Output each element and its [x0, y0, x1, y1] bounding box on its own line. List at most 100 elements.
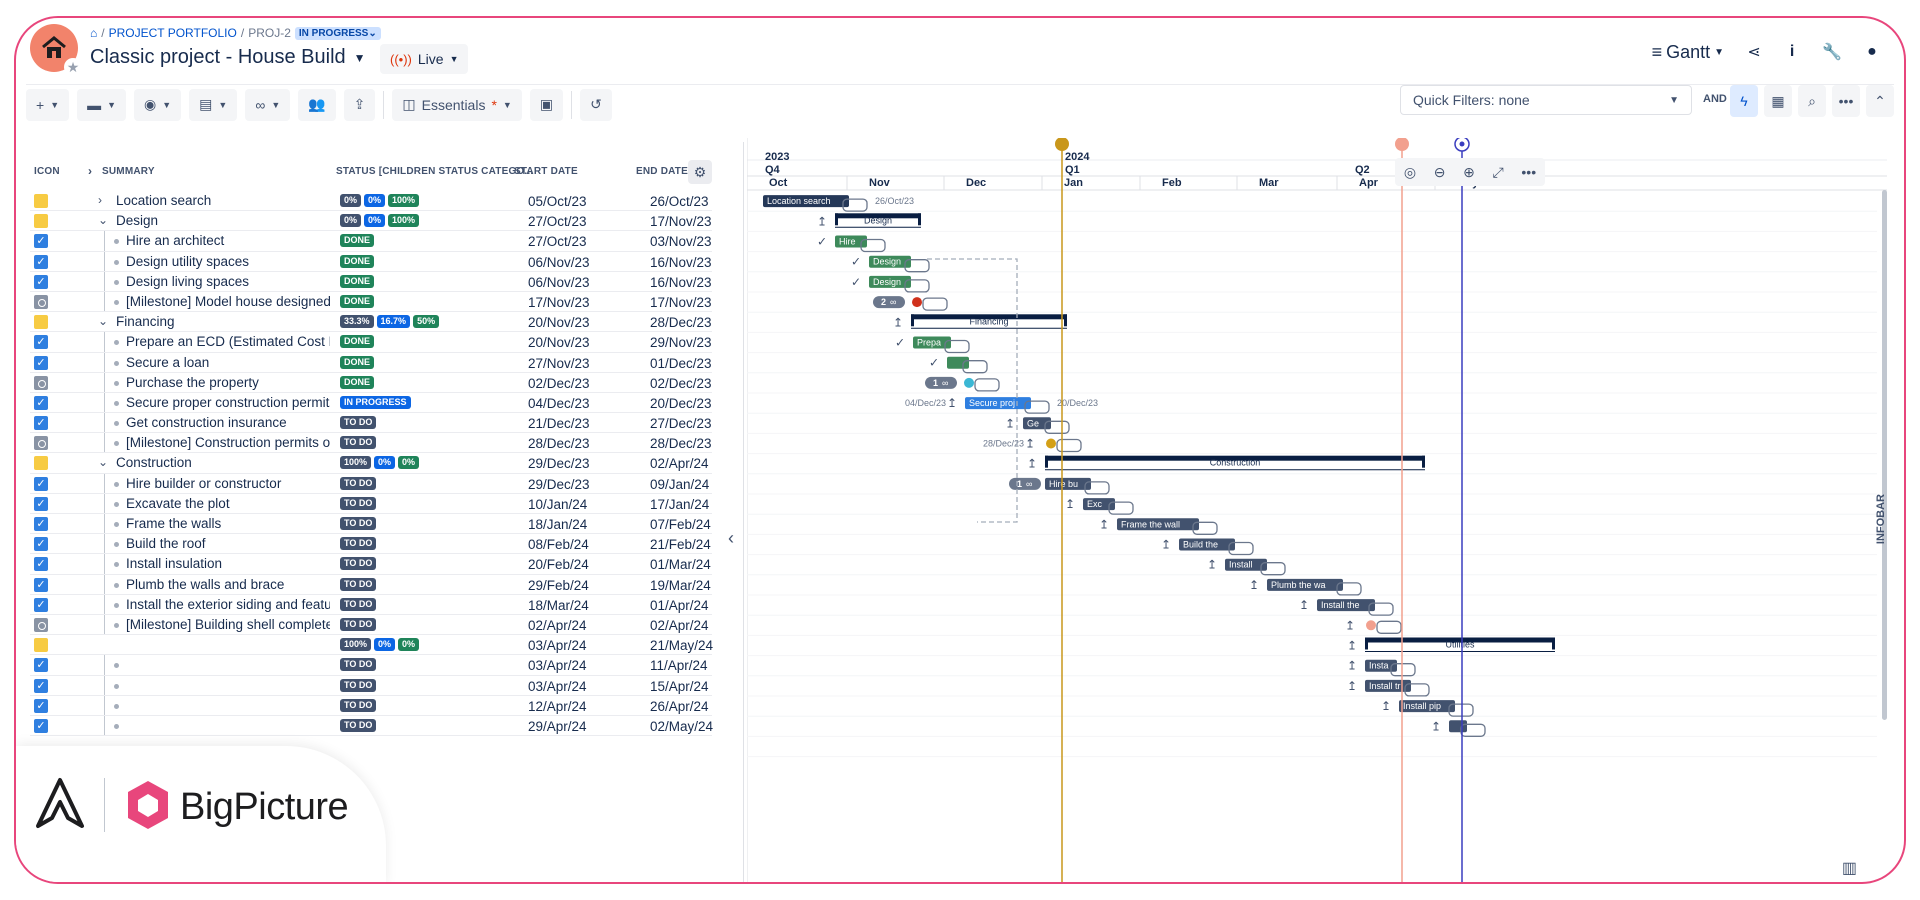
task-bar[interactable] [1225, 558, 1267, 571]
start-date-cell[interactable]: 06/Nov/23 [528, 274, 590, 290]
zoom-in-icon[interactable]: ⊕ [1463, 163, 1475, 180]
table-row[interactable]: 100% 0% 0% 03/Apr/24 21/May/24 [30, 635, 714, 656]
task-bar[interactable] [869, 275, 911, 288]
folder-button[interactable]: ▬ ▼ [77, 88, 127, 121]
collapse-button[interactable]: ⌃ [1866, 85, 1894, 117]
end-date-cell[interactable]: 26/Oct/23 [650, 194, 709, 209]
task-bar[interactable] [913, 336, 951, 349]
project-avatar[interactable]: ★ [30, 24, 82, 76]
table-row[interactable]: ✓ Secure proper construction permits IN PR… [30, 392, 712, 414]
start-date-cell[interactable]: 08/Feb/24 [528, 537, 589, 553]
gantt-scrollbar[interactable] [1882, 190, 1887, 720]
task-bar[interactable] [947, 356, 969, 369]
end-date-cell[interactable]: 28/Dec/23 [650, 436, 712, 452]
table-row[interactable]: ✓ Install the exterior siding and feature… [30, 594, 712, 615]
end-date-cell[interactable]: 17/Nov/23 [650, 294, 712, 310]
end-date-cell[interactable]: 29/Nov/23 [650, 335, 712, 351]
epic-bar[interactable] [1365, 637, 1555, 643]
summary-cell[interactable]: Construction [116, 455, 192, 471]
timeline-marker-dot[interactable] [1055, 138, 1069, 151]
table-row[interactable]: ✓ TO DO 03/Apr/24 15/Apr/24 [30, 675, 712, 696]
summary-cell[interactable]: Secure a loan [126, 354, 210, 370]
task-bar[interactable] [1399, 700, 1455, 713]
column-header-status[interactable]: STATUS [CHILDREN STATUS CATEGO... [336, 166, 534, 177]
save-button[interactable]: ▣ [529, 88, 564, 121]
start-date-cell[interactable]: 21/Dec/23 [528, 416, 590, 432]
start-date-cell[interactable]: 20/Nov/23 [528, 335, 590, 351]
summary-cell[interactable]: Location search [116, 193, 212, 208]
milestone-marker[interactable] [964, 377, 974, 388]
end-date-cell[interactable]: 21/May/24 [650, 638, 714, 654]
table-row[interactable]: [Milestone] Construction permits o... TO … [30, 433, 712, 454]
table-row[interactable]: ✓ TO DO 03/Apr/24 11/Apr/24 [30, 655, 712, 676]
breadcrumb-portfolio[interactable]: PROJECT PORTFOLIO [108, 26, 237, 40]
share-button[interactable]: ⋖ [1738, 36, 1770, 68]
chevron-right-icon[interactable]: › [88, 164, 93, 178]
end-date-cell[interactable]: 27/Dec/23 [650, 416, 712, 432]
end-date-cell[interactable]: 16/Nov/23 [650, 254, 712, 270]
start-date-cell[interactable]: 18/Jan/24 [528, 517, 588, 532]
summary-cell[interactable]: Secure proper construction permits [126, 394, 330, 410]
infobar-toggle[interactable]: INFOBAR [1875, 494, 1887, 545]
start-date-cell[interactable]: 04/Dec/23 [528, 395, 590, 411]
start-date-cell[interactable]: 03/Apr/24 [528, 638, 587, 654]
summary-cell[interactable]: [Milestone] Model house designed [126, 293, 330, 309]
task-bar[interactable] [1045, 477, 1091, 490]
timeline-marker-dot[interactable] [1395, 138, 1409, 151]
end-date-cell[interactable]: 02/May/24 [650, 718, 714, 734]
table-row[interactable]: ✓ Hire an architect DONE 27/Oct/23 03/Nov/23 [30, 231, 712, 252]
start-date-cell[interactable]: 20/Feb/24 [528, 557, 589, 573]
column-header-icon[interactable]: ICON [34, 166, 60, 177]
panel-splitter[interactable]: ‹ [726, 142, 744, 882]
start-date-cell[interactable]: 20/Nov/23 [528, 315, 590, 331]
team-button[interactable]: 👥 [298, 88, 336, 121]
summary-cell[interactable]: Build the roof [126, 536, 206, 552]
table-row[interactable]: › Location search 0% 0% 100% 05/Oct/23 26/Oct/… [30, 191, 712, 212]
summary-cell[interactable]: Financing [116, 314, 175, 330]
table-row[interactable]: ✓ Secure a loan DONE 27/Nov/23 01/Dec/23 [30, 352, 712, 373]
more-icon[interactable]: ••• [1521, 164, 1537, 180]
link-button[interactable]: ∞ ▼ [245, 88, 291, 121]
summary-cell[interactable]: Install the exterior siding and features [126, 596, 330, 612]
start-date-cell[interactable]: 12/Apr/24 [528, 698, 587, 714]
end-date-cell[interactable]: 09/Jan/24 [650, 476, 710, 492]
column-header-summary[interactable]: SUMMARY [102, 166, 155, 177]
start-date-cell[interactable]: 29/Feb/24 [528, 577, 589, 593]
link-count-badge[interactable] [925, 376, 957, 389]
link-count-badge[interactable] [1009, 477, 1041, 490]
table-row[interactable]: ✓ TO DO 29/Apr/24 02/May/24 [30, 715, 714, 737]
undo-button[interactable]: ↺ [580, 88, 612, 121]
live-mode-button[interactable]: ((•)) Live ▼ [380, 44, 469, 74]
summary-cell[interactable]: [Milestone] Construction permits o... [126, 435, 330, 451]
start-date-cell[interactable]: 29/Dec/23 [528, 456, 590, 472]
start-date-cell[interactable]: 05/Oct/23 [528, 194, 587, 209]
table-row[interactable]: ⌄ Design 0% 0% 100% 27/Oct/23 17/Nov/23 [30, 211, 712, 232]
table-row[interactable]: ✓ Excavate the plot TO DO 10/Jan/24 17/Jan/2… [30, 493, 712, 514]
add-button[interactable]: + ▼ [26, 88, 70, 121]
table-row[interactable]: ✓ Frame the walls TO DO 18/Jan/24 07/Feb/24 [30, 514, 712, 535]
end-date-cell[interactable]: 20/Dec/23 [650, 395, 712, 411]
zoom-out-icon[interactable]: ⊖ [1433, 163, 1446, 180]
user-button[interactable]: ● [1856, 36, 1888, 68]
end-date-cell[interactable]: 02/Apr/24 [650, 456, 709, 472]
start-date-cell[interactable]: 10/Jan/24 [528, 496, 588, 512]
end-date-cell[interactable]: 16/Nov/23 [650, 274, 712, 290]
end-date-cell[interactable]: 17/Jan/24 [650, 496, 710, 512]
star-icon[interactable]: ★ [64, 58, 82, 76]
export-button[interactable]: ⇪ [343, 88, 376, 121]
end-date-cell[interactable]: 02/Apr/24 [650, 617, 709, 633]
end-date-cell[interactable]: 19/Mar/24 [650, 577, 711, 593]
summary-cell[interactable]: Design [116, 213, 159, 229]
task-bar[interactable] [1317, 599, 1375, 612]
table-row[interactable]: ✓ TO DO 12/Apr/24 26/Apr/24 [30, 695, 712, 716]
more-button[interactable]: ••• [1832, 85, 1860, 117]
column-header-start[interactable]: START DATE [514, 166, 578, 177]
table-row[interactable]: ✓ Design living spaces DONE 06/Nov/23 16/Nov… [30, 271, 712, 292]
start-date-cell[interactable]: 29/Dec/23 [528, 476, 590, 492]
gear-icon[interactable]: ⚙ [688, 160, 712, 184]
chevron-down-icon[interactable]: ⌄ [98, 314, 109, 329]
start-date-cell[interactable]: 18/Mar/24 [528, 597, 589, 613]
start-date-cell[interactable]: 27/Nov/23 [528, 355, 590, 371]
table-row[interactable]: Purchase the property DONE 02/Dec/23 02/Dec… [30, 372, 712, 393]
and-toggle[interactable]: AND [1703, 93, 1727, 105]
